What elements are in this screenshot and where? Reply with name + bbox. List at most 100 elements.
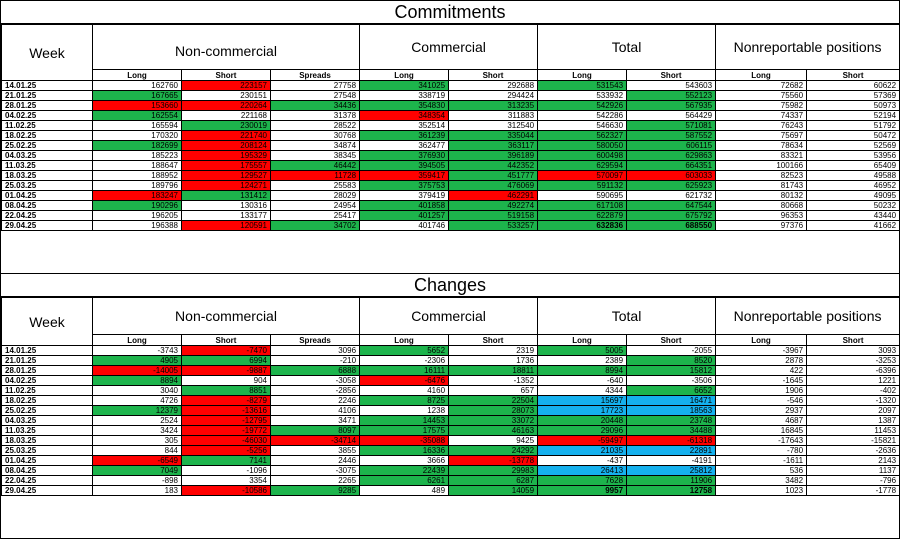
subheader-short: Short: [806, 334, 900, 346]
value-cell: 564429: [626, 110, 717, 121]
table-row: 04.03.25 2524 -12795 3471 14453 33072 20448 237…: [1, 415, 900, 426]
value-cell: 165594: [92, 120, 182, 131]
table-row: 14.01.25 162760 223157 27758 341025 292688 531…: [1, 80, 900, 91]
value-cell: 311883: [448, 110, 539, 121]
value-cell: 4344: [537, 385, 628, 396]
value-cell: 600498: [537, 150, 628, 161]
week-cell: 21.01.25: [1, 355, 93, 366]
value-cell: 2097: [806, 405, 900, 416]
value-cell: 567935: [626, 100, 717, 111]
week-cell: 01.04.25: [1, 190, 93, 201]
value-cell: 570097: [537, 170, 628, 181]
value-cell: 50973: [806, 100, 900, 111]
value-cell: -1645: [715, 375, 808, 386]
value-cell: 546630: [537, 120, 628, 131]
value-cell: 519158: [448, 210, 539, 221]
value-cell: 292688: [448, 80, 539, 91]
value-cell: 53956: [806, 150, 900, 161]
value-cell: -2306: [359, 355, 450, 366]
value-cell: 6261: [359, 475, 450, 486]
value-cell: 3855: [269, 445, 361, 456]
week-cell: 25.02.25: [1, 405, 93, 416]
value-cell: 25583: [269, 180, 361, 191]
table-row: 22.04.25 196205 133177 25417 401257 519158 622…: [1, 210, 900, 221]
table-row: 04.03.25 185223 195329 38345 376930 396189 600…: [1, 150, 900, 161]
value-cell: 9285: [269, 485, 361, 496]
value-cell: -46030: [181, 435, 271, 446]
value-cell: 1906: [715, 385, 808, 396]
value-cell: -6396: [806, 365, 900, 376]
week-cell: 25.02.25: [1, 140, 93, 151]
value-cell: 622879: [537, 210, 628, 221]
subheader-long: Long: [715, 69, 808, 81]
value-cell: 220264: [181, 100, 271, 111]
value-cell: 124271: [181, 180, 271, 191]
value-cell: 348354: [359, 110, 450, 121]
value-cell: 75560: [715, 90, 808, 101]
value-cell: 52569: [806, 140, 900, 151]
value-cell: -19772: [181, 425, 271, 436]
week-cell: 18.02.25: [1, 395, 93, 406]
subheader-short: Short: [181, 334, 271, 346]
value-cell: 162760: [92, 80, 182, 91]
week-header: Week: [1, 24, 93, 81]
value-cell: -13778: [448, 455, 539, 466]
value-cell: 361239: [359, 130, 450, 141]
value-cell: 100166: [715, 160, 808, 171]
value-cell: 22891: [626, 445, 717, 456]
subheader-short: Short: [626, 334, 717, 346]
changes-table: Week Non-commercial Commercial Total Non…: [1, 297, 900, 496]
value-cell: 6994: [181, 355, 271, 366]
week-cell: 29.04.25: [1, 485, 93, 496]
value-cell: -59497: [537, 435, 628, 446]
week-cell: 21.01.25: [1, 90, 93, 101]
week-cell: 25.03.25: [1, 180, 93, 191]
value-cell: -3253: [806, 355, 900, 366]
value-cell: -6476: [359, 375, 450, 386]
value-cell: 379419: [359, 190, 450, 201]
value-cell: -437: [537, 455, 628, 466]
value-cell: 182699: [92, 140, 182, 151]
table-row: 01.04.25 -6549 7141 2446 3666 -13778 -437 -4191…: [1, 455, 900, 466]
value-cell: -61318: [626, 435, 717, 446]
table-row: 04.02.25 8894 904 -3058 -6476 -1352 -640 -3506-…: [1, 375, 900, 386]
value-cell: 2143: [806, 455, 900, 466]
value-cell: 49588: [806, 170, 900, 181]
value-cell: 24954: [269, 200, 361, 211]
value-cell: 34874: [269, 140, 361, 151]
value-cell: 335044: [448, 130, 539, 141]
value-cell: 664351: [626, 160, 717, 171]
value-cell: 647544: [626, 200, 717, 211]
value-cell: 2937: [715, 405, 808, 416]
value-cell: 625923: [626, 180, 717, 191]
nonreportable-header: Nonreportable positions: [715, 297, 900, 335]
subheader-long: Long: [92, 69, 182, 81]
value-cell: 196205: [92, 210, 182, 221]
value-cell: -3058: [269, 375, 361, 386]
value-cell: 354830: [359, 100, 450, 111]
value-cell: 3096: [269, 345, 361, 356]
value-cell: 51792: [806, 120, 900, 131]
value-cell: 1238: [359, 405, 450, 416]
table-row: 01.04.25 183247 131412 28029 379419 462291 590…: [1, 190, 900, 201]
value-cell: 185223: [92, 150, 182, 161]
value-cell: -640: [537, 375, 628, 386]
value-cell: 22439: [359, 465, 450, 476]
value-cell: 587552: [626, 130, 717, 141]
value-cell: 221740: [181, 130, 271, 141]
value-cell: 38345: [269, 150, 361, 161]
value-cell: 394505: [359, 160, 450, 171]
value-cell: 606115: [626, 140, 717, 151]
value-cell: 15697: [537, 395, 628, 406]
value-cell: 20448: [537, 415, 628, 426]
value-cell: 7141: [181, 455, 271, 466]
value-cell: -5256: [181, 445, 271, 456]
value-cell: 75697: [715, 130, 808, 141]
value-cell: 359417: [359, 170, 450, 181]
table-row: 25.03.25 189796 124271 25583 375753 476069 591…: [1, 180, 900, 191]
value-cell: 294424: [448, 90, 539, 101]
value-cell: -898: [92, 475, 182, 486]
value-cell: 542286: [537, 110, 628, 121]
table-row: 21.01.25 4905 6994 -210 -2306 1736 2389 8520 287…: [1, 355, 900, 366]
